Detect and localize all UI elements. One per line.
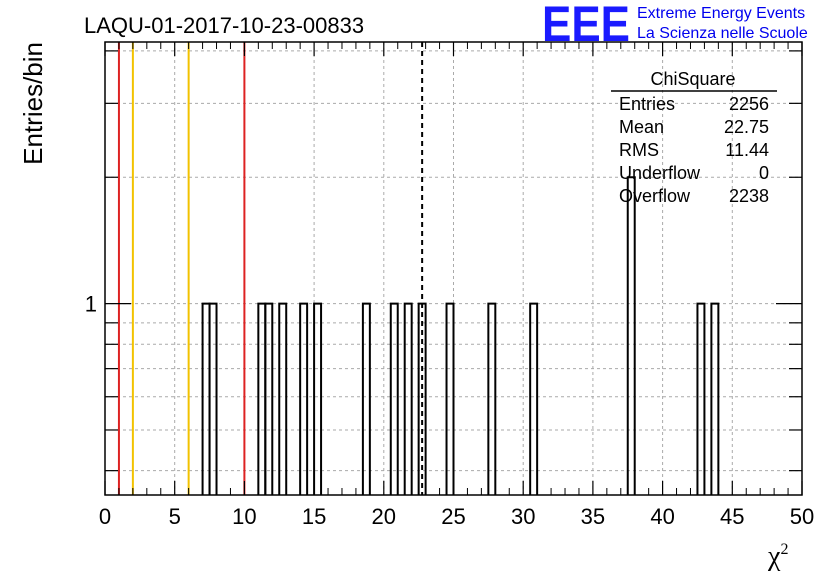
histogram-bin [208, 302, 218, 495]
histogram-bin [389, 302, 399, 495]
stats-value-rms: 11.44 [725, 140, 769, 160]
logo-line-1: Extreme Energy Events [637, 5, 805, 22]
stats-value-entries: 2256 [729, 94, 769, 114]
x-tick-label: 40 [650, 504, 674, 529]
x-axis-label-superscript: 2 [780, 541, 788, 558]
x-tick-label: 35 [581, 504, 605, 529]
stats-box: ChiSquare Entries 2256 Mean 22.75 RMS 11… [611, 69, 777, 206]
x-axis-ticks: 0 5 10 15 20 25 30 35 40 45 50 [99, 42, 814, 529]
stats-value-underflow: 0 [759, 163, 769, 183]
histogram-bin [264, 302, 274, 495]
logo-letters: EEE [542, 0, 630, 52]
stats-label-overflow: Overflow [619, 186, 691, 206]
x-axis-label-main: χ [767, 541, 781, 572]
histogram-bin [361, 302, 371, 495]
stats-label-entries: Entries [619, 94, 675, 114]
x-tick-label: 25 [441, 504, 465, 529]
stats-value-mean: 22.75 [724, 117, 769, 137]
stats-label-mean: Mean [619, 117, 664, 137]
stats-value-overflow: 2238 [729, 186, 769, 206]
chart-title: LAQU-01-2017-10-23-00833 [84, 13, 364, 38]
x-tick-label: 45 [720, 504, 744, 529]
histogram-bin [299, 302, 309, 495]
histogram-bin [696, 302, 706, 495]
x-tick-label: 50 [790, 504, 814, 529]
histogram-bin [417, 302, 427, 495]
x-tick-label: 15 [302, 504, 326, 529]
eee-logo: EEE Extreme Energy Events La Scienza nel… [542, 0, 808, 52]
stats-label-rms: RMS [619, 140, 659, 160]
logo-line-2: La Scienza nelle Scuole [637, 25, 808, 42]
y-tick-label: 1 [85, 292, 97, 317]
x-tick-label: 5 [169, 504, 181, 529]
histogram-bin [278, 302, 288, 495]
stats-title: ChiSquare [650, 69, 735, 89]
x-tick-label: 0 [99, 504, 111, 529]
y-axis-ticks: 1 [85, 50, 802, 472]
histogram-bin [710, 302, 720, 495]
histogram-bin [403, 302, 413, 495]
histogram-bin [445, 302, 455, 495]
histogram-bin [529, 302, 539, 495]
x-axis-label: χ2 [767, 541, 788, 572]
x-tick-label: 30 [511, 504, 535, 529]
reference-lines [117, 42, 424, 495]
x-tick-label: 10 [232, 504, 256, 529]
histogram-bin [313, 302, 323, 495]
histogram-bins [201, 176, 720, 495]
stats-label-underflow: Underflow [619, 163, 701, 183]
y-axis-label: Entries/bin [18, 42, 48, 165]
x-tick-label: 20 [372, 504, 396, 529]
histogram-bin [626, 176, 636, 495]
histogram-bin [487, 302, 497, 495]
